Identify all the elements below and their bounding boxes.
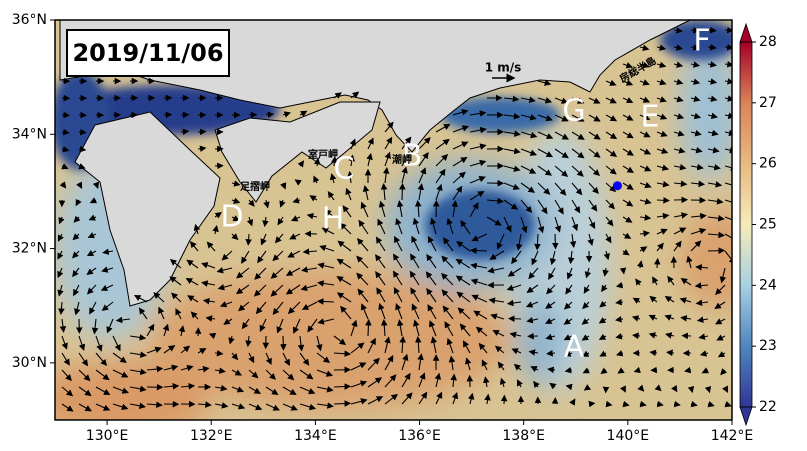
x-tick-label: 138°E [502,428,545,444]
current-arrow [79,132,86,133]
colorbar-tick-label: 23 [759,338,777,354]
x-tick-label: 142°E [711,428,754,444]
current-arrow [657,259,658,268]
x-tick-label: 140°E [607,428,650,444]
current-arrow [198,131,205,132]
place-name: 足摺岬 [240,180,270,193]
place-name: 潮岬 [392,153,412,166]
y-tick-label: 34°N [12,126,47,142]
current-arrow [402,184,403,200]
station-point [613,181,622,190]
colorbar-tick-label: 28 [759,34,777,50]
colorbar-tick-label: 22 [759,399,777,415]
colorbar-tick-label: 27 [759,95,777,111]
current-arrow [667,352,674,353]
current-arrow [589,403,594,404]
current-arrow [248,234,249,245]
current-arrow [657,200,669,201]
y-tick-label: 36°N [12,12,47,28]
current-arrow [334,403,350,404]
x-tick-label: 136°E [398,428,441,444]
region-label: A [564,330,585,365]
colorbar [740,42,752,407]
sst-field [30,20,760,440]
current-arrow [318,301,334,302]
y-tick-label: 32°N [12,241,47,257]
current-arrow [471,250,487,251]
region-label: F [693,24,710,59]
colorbar-tick-label: 24 [759,277,777,293]
colorbar-min [740,407,752,425]
region-label: E [641,100,660,135]
date-title: 2019/11/06 [72,39,223,67]
current-arrow [555,234,556,248]
colorbar-tick-label: 26 [759,156,777,172]
current-arrow [334,386,350,387]
region-label: D [220,200,243,235]
current-arrow [283,336,284,350]
x-tick-label: 134°E [294,428,337,444]
current-arrow [708,250,724,251]
place-name: 室戸岬 [308,148,338,161]
colorbar-tick-label: 25 [759,217,777,233]
region-label: H [322,202,345,237]
x-tick-label: 132°E [190,428,233,444]
scale-label: 1 m/s [485,61,522,75]
x-tick-label: 130°E [86,428,129,444]
current-arrow [368,320,369,336]
current-arrow [62,132,69,133]
current-arrow [509,318,521,319]
region-label: G [562,94,585,129]
colorbar-max [740,24,752,42]
y-tick-label: 30°N [12,355,47,371]
